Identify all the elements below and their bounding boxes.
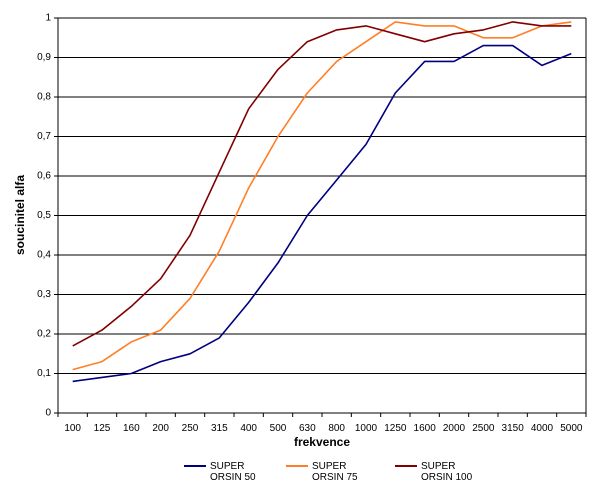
x-tick-label: 200 (152, 423, 169, 434)
y-tick-label: 0,2 (37, 329, 51, 340)
x-tick-label: 250 (182, 423, 199, 434)
y-tick-label: 0,9 (37, 52, 51, 63)
y-tick-label: 0,7 (37, 131, 51, 142)
legend-label-3: SUPER (421, 461, 455, 472)
y-tick-label: 0,1 (37, 368, 51, 379)
x-tick-label: 400 (240, 423, 257, 434)
y-tick-label: 0,4 (37, 250, 51, 261)
legend-label-1: SUPER (210, 461, 244, 472)
series-line-3 (72, 21, 572, 347)
x-tick-label: 3150 (502, 423, 525, 434)
x-tick-label: 315 (211, 423, 228, 434)
series-line-1 (72, 44, 572, 383)
legend-label-3: ORSIN 100 (421, 472, 473, 483)
x-tick-label: 2500 (472, 423, 495, 434)
x-tick-label: 5000 (560, 423, 583, 434)
y-tick-label: 1 (45, 13, 51, 24)
x-tick-label: 160 (123, 423, 140, 434)
gridlines (54, 17, 586, 414)
y-tick-labels: 0 0,1 0,2 0,3 0,4 0,5 0,6 0,7 0,8 0,9 1 (37, 13, 51, 419)
y-tick-label: 0,6 (37, 171, 51, 182)
series-lines (72, 21, 572, 383)
y-tick-label: 0 (45, 408, 51, 419)
x-tick-label: 500 (270, 423, 287, 434)
axes (57, 18, 587, 417)
x-tick-label: 125 (94, 423, 111, 434)
x-axis-title: frekvence (294, 435, 350, 449)
y-axis-title: soucinitel alfa (13, 175, 27, 255)
series-line-2 (72, 21, 572, 371)
legend-label-2: ORSIN 75 (312, 472, 358, 483)
x-tick-label: 630 (299, 423, 316, 434)
x-tick-label: 1600 (414, 423, 437, 434)
x-tick-label: 100 (64, 423, 81, 434)
legend-label-2: SUPER (312, 461, 346, 472)
legend-label-1: ORSIN 50 (210, 472, 256, 483)
x-tick-label: 1000 (355, 423, 378, 434)
x-tick-label: 4000 (531, 423, 554, 434)
y-tick-label: 0,5 (37, 210, 51, 221)
x-tick-label: 1250 (384, 423, 407, 434)
x-tick-label: 800 (328, 423, 345, 434)
x-tick-label: 2000 (443, 423, 466, 434)
y-tick-label: 0,3 (37, 289, 51, 300)
x-tick-labels: 100 125 160 200 250 315 400 500 630 800 1000 1250 16… (64, 423, 583, 434)
y-tick-label: 0,8 (37, 92, 51, 103)
